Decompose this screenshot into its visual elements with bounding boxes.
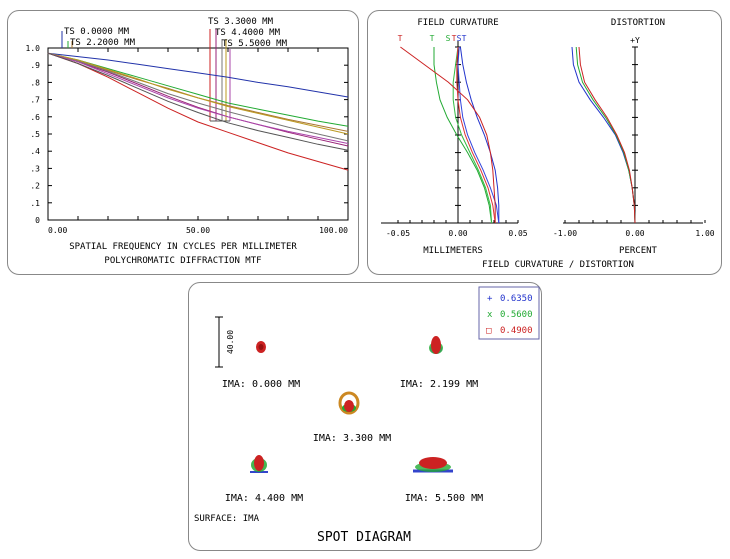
spot-field-label-1: IMA: 2.199 MM bbox=[400, 379, 478, 390]
spot-red-blob bbox=[344, 400, 354, 412]
field-curvature-series-line-0 bbox=[459, 46, 500, 223]
spot-ring bbox=[338, 391, 360, 415]
spot-field-2 bbox=[338, 391, 360, 415]
spot-legend-box bbox=[478, 286, 540, 340]
mtf-x-tick-label: 50.00 bbox=[186, 226, 210, 235]
mtf-series-line-8 bbox=[47, 52, 349, 151]
field-curvature-marker-4: S bbox=[457, 34, 462, 43]
mtf-field-label-0: TS 0.0000 MM bbox=[64, 27, 130, 37]
spot-diagram-title: SPOT DIAGRAM bbox=[317, 530, 411, 545]
field-curvature-series-line-4 bbox=[400, 46, 496, 223]
distortion-series-line-1 bbox=[575, 46, 636, 224]
field-curvature-marker-5: T bbox=[462, 34, 467, 43]
mtf-x-tick-label: 0.00 bbox=[48, 226, 67, 235]
mtf-y-tick-label: .2 bbox=[30, 182, 40, 191]
mtf-title: POLYCHROMATIC DIFFRACTION MTF bbox=[104, 256, 261, 266]
spot-field-1 bbox=[429, 336, 443, 354]
legend-symbol-2: □ bbox=[486, 326, 492, 336]
distortion-series-line-2 bbox=[578, 46, 636, 224]
spot-field-0 bbox=[256, 341, 266, 353]
spot-red-blob bbox=[431, 336, 441, 354]
distortion-x-label: PERCENT bbox=[619, 246, 658, 256]
mtf-y-tick-label: .5 bbox=[30, 130, 40, 139]
field-curvature-series-line-5 bbox=[456, 46, 496, 224]
spot-surface-label: SURFACE: IMA bbox=[194, 514, 260, 524]
field-curvature-series-line-2 bbox=[433, 47, 493, 224]
scale-bar-label: 40.00 bbox=[226, 330, 235, 354]
mtf-field-label-1: TS 2.2000 MM bbox=[70, 38, 136, 48]
mtf-y-tick-label: .6 bbox=[30, 113, 40, 122]
spot-field-label-0: IMA: 0.000 MM bbox=[222, 379, 300, 390]
distortion-title: DISTORTION bbox=[611, 18, 665, 28]
mtf-y-tick-label: .7 bbox=[30, 96, 40, 105]
mtf-series-line-5 bbox=[47, 52, 349, 142]
legend-wavelength-0: 0.6350 bbox=[500, 294, 533, 304]
mtf-series-line-3 bbox=[47, 52, 349, 171]
spot-field-3 bbox=[250, 455, 268, 473]
field-curvature-x-tick-label: -0.05 bbox=[386, 229, 410, 238]
field-curvature-x-tick-label: 0.05 bbox=[508, 229, 527, 238]
mtf-field-label-2: TS 3.3000 MM bbox=[208, 17, 274, 27]
field-curvature-x-label: MILLIMETERS bbox=[423, 246, 483, 256]
mtf-field-label-3: TS 4.4000 MM bbox=[215, 28, 281, 38]
mtf-series-line-7 bbox=[47, 52, 349, 144]
spot-diagram-panel: + 0.6350 x 0.5600 □ 0.4900 40.00 bbox=[188, 282, 542, 551]
mtf-series-line-6 bbox=[47, 52, 349, 135]
mtf-y-tick-label: 0 bbox=[35, 216, 40, 225]
mtf-y-tick-label: .1 bbox=[30, 199, 40, 208]
spot-red-blob bbox=[254, 455, 264, 471]
mtf-panel: 0 .1 .2 .3 .4 .5 .6 .7 .8 .9 1.0 0.00 50.00 100.00 T… bbox=[7, 10, 359, 275]
legend-symbol-0: + bbox=[487, 294, 493, 304]
legend-wavelength-2: 0.4900 bbox=[500, 326, 533, 336]
distortion-series-line-0 bbox=[571, 46, 636, 224]
mtf-series-line-0 bbox=[47, 52, 349, 98]
mtf-x-tick-label: 100.00 bbox=[319, 226, 348, 235]
field-curvature-title: FIELD CURVATURE bbox=[417, 18, 498, 28]
distortion-x-tick-label: -1.00 bbox=[553, 229, 577, 238]
spot-red-blob bbox=[419, 457, 447, 469]
legend-symbol-1: x bbox=[487, 310, 493, 320]
mtf-field-label-4: TS 5.5000 MM bbox=[222, 39, 288, 49]
mtf-series-line-4 bbox=[47, 52, 349, 147]
field-curvature-series-line-3 bbox=[452, 46, 493, 224]
field-curvature-marker-1: T bbox=[430, 34, 435, 43]
spot-field-label-3: IMA: 4.400 MM bbox=[225, 493, 303, 504]
mtf-chart: 0 .1 .2 .3 .4 .5 .6 .7 .8 .9 1.0 0.00 50.00 100.00 T… bbox=[26, 17, 349, 266]
field-curvature-distortion-caption: FIELD CURVATURE / DISTORTION bbox=[482, 260, 634, 270]
field-curvature-marker-2: S bbox=[446, 34, 451, 43]
field-curvature-marker-0: T bbox=[398, 34, 403, 43]
spot-field-label-2: IMA: 3.300 MM bbox=[313, 433, 391, 444]
spot-field-label-4: IMA: 5.500 MM bbox=[405, 493, 483, 504]
mtf-y-tick-label: .8 bbox=[30, 78, 40, 87]
mtf-y-tick-label: .4 bbox=[30, 147, 40, 156]
mtf-series-line-1 bbox=[47, 52, 349, 127]
distortion-axis-label: +Y bbox=[630, 36, 640, 45]
spot-diagram-chart: + 0.6350 x 0.5600 □ 0.4900 40.00 bbox=[194, 286, 540, 545]
mtf-y-tick-label: .3 bbox=[30, 164, 40, 173]
field-curvature-marker-3: T bbox=[452, 34, 457, 43]
mtf-y-tick-label: .9 bbox=[30, 61, 40, 70]
distortion-x-tick-label: 0.00 bbox=[625, 229, 644, 238]
spot-field-4 bbox=[413, 457, 453, 473]
distortion-x-tick-label: 1.00 bbox=[695, 229, 714, 238]
mtf-y-tick-label: 1.0 bbox=[26, 44, 41, 53]
mtf-x-axis-label: SPATIAL FREQUENCY IN CYCLES PER MILLIMET… bbox=[69, 242, 297, 252]
field-curvature-x-tick-label: 0.00 bbox=[448, 229, 467, 238]
legend-wavelength-1: 0.5600 bbox=[500, 310, 533, 320]
spot-core bbox=[258, 344, 264, 350]
field-curvature-series-line-1 bbox=[457, 46, 500, 224]
